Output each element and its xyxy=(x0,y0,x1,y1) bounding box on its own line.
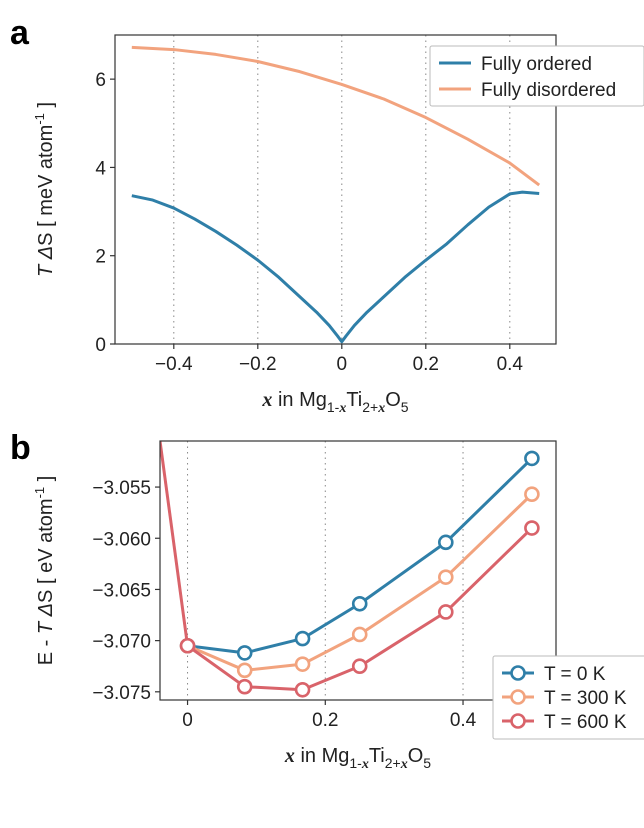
label-part: ] xyxy=(35,476,57,487)
label-part: T xyxy=(35,263,57,277)
label-part: -1 xyxy=(32,113,47,125)
label-part: 1- xyxy=(349,755,362,771)
data-point xyxy=(294,630,311,647)
y-axis-label: T ΔS [ meV atom-1 ] xyxy=(32,102,57,277)
series-line xyxy=(186,493,533,672)
legend-box xyxy=(492,655,644,740)
label-part: in Mg xyxy=(272,389,326,411)
x-tick-label: −0.4 xyxy=(155,354,193,375)
series-0 xyxy=(131,190,540,344)
data-point xyxy=(524,450,540,467)
y-tick-label: −3.055 xyxy=(92,478,151,499)
data-point xyxy=(438,534,454,551)
label-part: E - xyxy=(35,634,57,665)
x-tick-label: 0.4 xyxy=(450,710,477,731)
panel-letter: b xyxy=(10,429,31,467)
plot-frame xyxy=(114,34,557,345)
legend-marker xyxy=(510,713,526,729)
series-line-segment xyxy=(160,441,190,646)
y-tick-label: 0 xyxy=(95,335,106,356)
label-part: x xyxy=(261,389,272,411)
y-tick-label: −3.060 xyxy=(92,529,151,550)
label-part: O xyxy=(408,745,424,767)
data-point xyxy=(524,520,540,536)
y-tick-label: −3.075 xyxy=(92,683,151,704)
y-axis-label: E - T ΔS [ eV atom-1 ] xyxy=(32,476,57,666)
label-part: x xyxy=(400,757,408,772)
series-0 xyxy=(187,457,533,655)
data-point xyxy=(236,662,253,679)
x-tick-label: 0.4 xyxy=(497,354,524,375)
data-point xyxy=(351,595,368,612)
panel-letter: a xyxy=(10,14,30,52)
legend-label: T = 600 K xyxy=(544,712,627,733)
label-part: Ti xyxy=(346,389,362,411)
legend-label: T = 300 K xyxy=(544,688,627,709)
panel-b: b 0 0.2 0.4 −3.075 −3.070 −3.065 −3.060 −3.055 x … xyxy=(10,429,644,772)
label-part: S xyxy=(35,232,57,245)
label-part: x xyxy=(377,401,385,416)
label-part: 2+ xyxy=(385,755,401,771)
label-part: O xyxy=(385,389,401,411)
y-tick-label: 6 xyxy=(95,70,106,91)
label-part: x xyxy=(361,757,369,772)
label-part: [ eV atom xyxy=(35,498,57,584)
label-part: T xyxy=(35,620,57,634)
series-line xyxy=(186,526,533,692)
data-point xyxy=(524,486,540,503)
series-1 xyxy=(131,45,541,187)
label-part: ] xyxy=(35,102,57,113)
legend-label: Fully ordered xyxy=(481,54,592,75)
y-tick-label: −3.065 xyxy=(92,580,151,601)
x-tick-label: 0 xyxy=(337,354,348,375)
plot-frame xyxy=(159,440,557,701)
y-tick-label: 4 xyxy=(95,158,106,179)
legend-marker xyxy=(510,689,526,705)
legend: Fully ordered Fully disordered xyxy=(429,45,644,107)
label-part: 5 xyxy=(401,399,409,415)
data-point xyxy=(294,681,311,698)
data-point xyxy=(236,678,253,695)
series-line xyxy=(131,45,541,187)
data-point xyxy=(351,626,368,643)
label-part: 1- xyxy=(327,399,340,415)
label-part: Ti xyxy=(369,745,385,767)
series-1 xyxy=(186,493,533,672)
data-point xyxy=(438,569,454,585)
y-tick-label: −3.070 xyxy=(92,632,151,653)
label-part: S xyxy=(35,590,57,603)
legend-label: T = 0 K xyxy=(544,664,606,685)
data-point xyxy=(438,604,454,620)
label-part: in Mg xyxy=(295,745,349,767)
legend: T = 0 K T = 300 K T = 600 K xyxy=(492,655,644,740)
label-part: 2+ xyxy=(362,399,378,415)
x-tick-label: 0 xyxy=(182,710,193,731)
data-point xyxy=(236,645,253,661)
x-tick-label: 0.2 xyxy=(312,710,338,731)
x-tick-label: 0.2 xyxy=(413,354,439,375)
series-line xyxy=(187,457,533,655)
data-point xyxy=(294,656,311,672)
data-point xyxy=(351,658,368,675)
x-axis-label: x in Mg1-xTi2+xO5 xyxy=(284,745,431,772)
series-2 xyxy=(160,441,533,692)
label-part: Δ xyxy=(35,246,57,260)
label-part: x xyxy=(284,745,295,767)
label-part: Δ xyxy=(35,603,57,617)
legend-box xyxy=(429,45,644,107)
label-part: [ meV atom xyxy=(35,125,57,227)
legend-marker xyxy=(510,665,526,681)
data-point xyxy=(179,637,196,654)
label-part: x xyxy=(338,401,346,416)
x-axis-label: x in Mg1-xTi2+xO5 xyxy=(261,389,408,416)
y-tick-label: 2 xyxy=(95,247,106,268)
series-line xyxy=(131,190,540,344)
label-part: -1 xyxy=(32,487,47,499)
legend-label: Fully disordered xyxy=(481,80,616,101)
label-part: 5 xyxy=(423,755,431,771)
x-tick-label: −0.2 xyxy=(239,354,277,375)
